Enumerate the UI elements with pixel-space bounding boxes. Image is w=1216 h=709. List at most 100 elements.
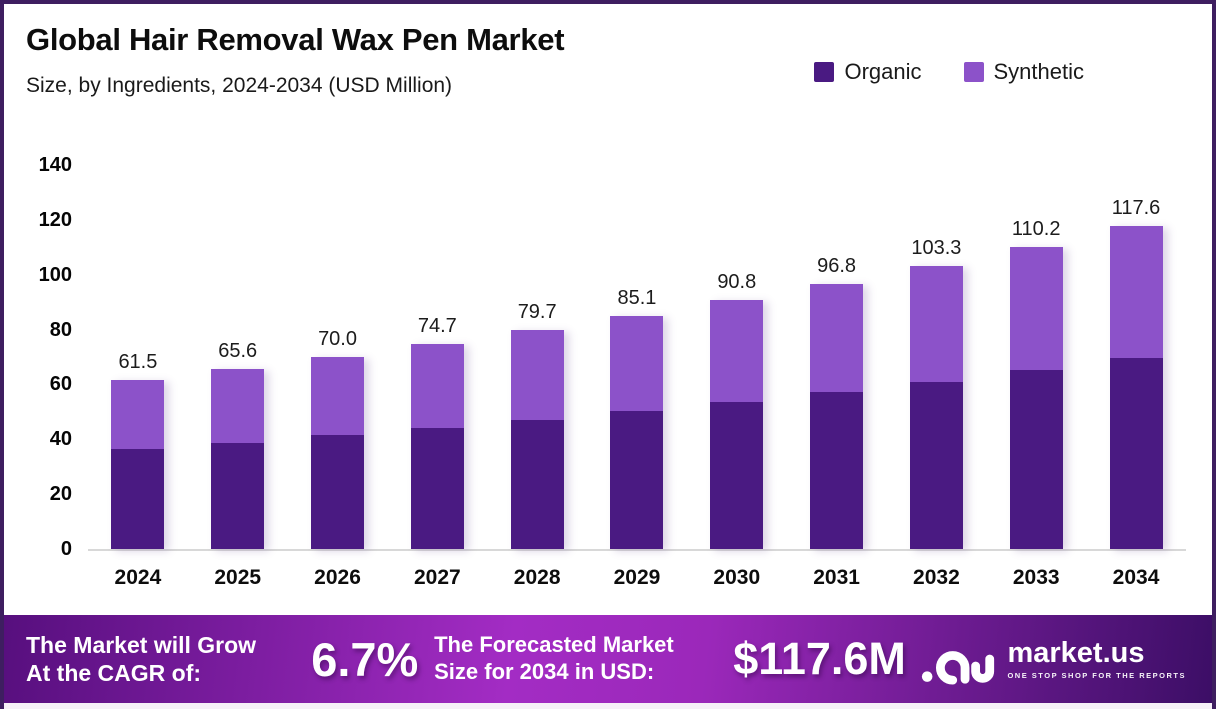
bottom-strip <box>4 703 1212 709</box>
bar-segment-organic <box>810 392 864 549</box>
x-axis-label: 2030 <box>713 566 761 589</box>
plot-wrapper: 61.5 65.6 70.0 74.7 79.7 85.1 90.8 96.8 103.3 110… <box>88 165 1186 590</box>
bar-group: 110.2 <box>986 165 1086 549</box>
bar-stack <box>810 283 864 549</box>
y-tick-label: 120 <box>38 208 72 231</box>
bar-segment-organic <box>111 449 165 549</box>
forecast-caption-line2: Size for 2034 in USD: <box>434 659 655 684</box>
bar-group: 65.6 <box>188 165 288 549</box>
bar-total-label: 74.7 <box>417 315 457 338</box>
bar-segment-organic <box>710 401 764 549</box>
bar-segment-organic <box>1009 370 1063 549</box>
bar-total-label: 90.8 <box>717 270 757 293</box>
x-axis: 2024 2025 2026 2027 2028 2029 2030 2031 2032 2033… <box>88 566 1186 590</box>
bar-group: 70.0 <box>288 165 388 549</box>
bar-segment-organic <box>211 442 265 549</box>
bar-group: 96.8 <box>787 165 887 549</box>
bar-stack <box>311 357 365 549</box>
bar-stack <box>710 299 764 549</box>
marketus-logo-tagline: ONE STOP SHOP FOR THE REPORTS <box>1007 670 1186 680</box>
x-axis-label: 2028 <box>513 566 561 589</box>
bar-total-label: 61.5 <box>118 351 158 374</box>
bar-segment-synthetic <box>1009 246 1063 371</box>
bar-stack <box>211 369 265 549</box>
x-axis-label: 2024 <box>114 566 162 589</box>
x-axis-label: 2031 <box>813 566 860 589</box>
marketus-logo-name: market.us <box>1007 636 1145 669</box>
bar-segment-synthetic <box>510 330 564 420</box>
bar-stack <box>610 315 664 549</box>
bar-stack <box>410 344 464 549</box>
bar-segment-synthetic <box>810 283 864 393</box>
cagr-caption-line1: The Market will Grow <box>26 631 257 658</box>
bar-total-label: 96.8 <box>817 254 857 277</box>
legend-item-organic: Organic <box>814 59 922 85</box>
y-axis: 0 20 40 60 80 100 120 140 <box>30 154 88 560</box>
x-axis-label: 2027 <box>413 566 461 589</box>
bar-segment-synthetic <box>211 369 265 443</box>
bar-total-label: 85.1 <box>617 286 657 309</box>
cagr-value: 6.7% <box>311 632 419 686</box>
chart-legend: Organic Synthetic <box>814 59 1084 85</box>
bar-total-label: 110.2 <box>1011 217 1061 240</box>
legend-label-organic: Organic <box>844 59 922 84</box>
bar-segment-organic <box>311 435 365 549</box>
bar-segment-synthetic <box>610 315 664 412</box>
bar-stack <box>1109 226 1163 549</box>
bar-stack <box>111 380 165 549</box>
x-axis-label: 2025 <box>214 566 262 589</box>
synthetic-color-swatch <box>963 62 984 82</box>
cagr-caption: The Market will Grow At the CAGR of: <box>26 631 295 687</box>
bar-segment-synthetic <box>311 357 365 436</box>
y-tick-label: 40 <box>49 428 72 451</box>
forecast-caption: The Forecasted Market Size for 2034 in U… <box>434 632 733 686</box>
bar-group: 85.1 <box>587 165 687 549</box>
bar-group: 90.8 <box>687 165 787 549</box>
bar-group: 103.3 <box>887 165 987 549</box>
bar-stack <box>909 265 963 549</box>
bar-segment-synthetic <box>909 265 963 382</box>
bar-total-label: 117.6 <box>1111 197 1161 220</box>
bar-stack <box>510 330 564 549</box>
organic-color-swatch <box>814 62 835 82</box>
bar-total-label: 79.7 <box>517 301 557 324</box>
y-tick-label: 80 <box>49 318 72 341</box>
bar-group: 79.7 <box>487 165 587 549</box>
bar-group: 117.6 <box>1086 165 1186 549</box>
y-tick-label: 20 <box>49 483 72 506</box>
marketus-logo: market.us ONE STOP SHOP FOR THE REPORTS <box>921 630 1186 688</box>
bar-segment-synthetic <box>1109 226 1163 359</box>
x-axis-label: 2032 <box>913 566 960 589</box>
cagr-caption-line2: At the CAGR of: <box>26 660 202 686</box>
bar-segment-organic <box>909 381 963 549</box>
stacked-bar-chart: 0 20 40 60 80 100 120 140 61.5 65.6 70.0 74.7 79.7 8… <box>30 154 1186 590</box>
bar-total-label: 65.6 <box>218 340 258 363</box>
footer-banner: The Market will Grow At the CAGR of: 6.7… <box>4 615 1212 703</box>
x-axis-label: 2034 <box>1112 566 1160 589</box>
marketus-logo-text: market.us ONE STOP SHOP FOR THE REPORTS <box>1007 636 1186 680</box>
legend-item-synthetic: Synthetic <box>963 59 1085 85</box>
bar-total-label: 70.0 <box>318 328 357 351</box>
forecast-caption-line1: The Forecasted Market <box>434 632 674 658</box>
bar-segment-organic <box>410 428 464 549</box>
page-subtitle: Size, by Ingredients, 2024-2034 (USD Mil… <box>26 74 453 97</box>
y-tick-label: 60 <box>49 373 72 396</box>
bar-segment-organic <box>510 419 564 549</box>
bar-segment-organic <box>610 411 664 549</box>
bar-group: 61.5 <box>88 165 188 549</box>
plot-area: 61.5 65.6 70.0 74.7 79.7 85.1 90.8 96.8 103.3 110… <box>88 165 1186 551</box>
marketus-logo-icon <box>922 651 995 685</box>
page-title: Global Hair Removal Wax Pen Market <box>26 22 565 57</box>
bar-stack <box>1009 246 1063 549</box>
bar-segment-organic <box>1109 358 1163 549</box>
forecast-value: $117.6M <box>733 633 906 684</box>
x-axis-label: 2033 <box>1012 566 1060 589</box>
y-tick-label: 0 <box>60 538 72 560</box>
legend-label-synthetic: Synthetic <box>993 59 1085 84</box>
x-axis-label: 2029 <box>613 566 661 589</box>
bar-group: 74.7 <box>387 165 487 549</box>
bar-segment-synthetic <box>410 344 464 429</box>
y-tick-label: 100 <box>38 263 72 286</box>
bar-total-label: 103.3 <box>911 236 962 259</box>
